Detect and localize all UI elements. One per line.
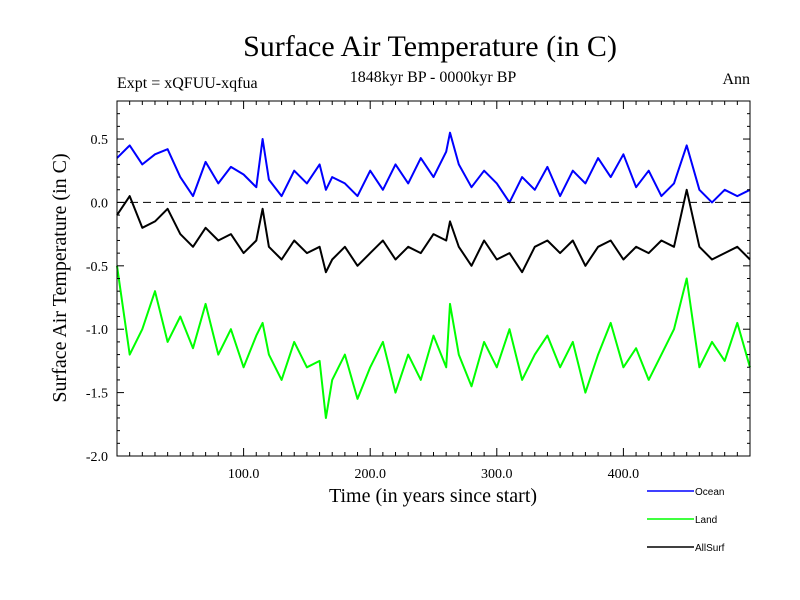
x-tick-label: 200.0	[354, 467, 386, 482]
series-line-ocean	[116, 131, 751, 204]
y-tick-label: -2.0	[86, 450, 108, 465]
chart-subtitle: 1848kyr BP - 0000kyr BP	[350, 69, 517, 86]
series-line-land	[116, 265, 751, 419]
y-tick-label: 0.5	[91, 133, 109, 148]
y-tick-label: -1.0	[86, 323, 108, 338]
series-lines	[116, 131, 751, 419]
legend-label-ocean: Ocean	[695, 487, 724, 498]
x-tick-label: 400.0	[608, 467, 640, 482]
y-tick-label: 0.0	[91, 196, 109, 211]
series-line-allsurf	[116, 188, 751, 274]
y-axis: 0.5 0.0 -0.5 -1.0 -1.5 -2.0	[86, 113, 750, 465]
y-tick-label: -1.5	[86, 387, 108, 402]
plot-frame	[116, 100, 751, 457]
x-axis-label: Time (in years since start)	[329, 485, 537, 507]
legend: Ocean Land AllSurf	[647, 487, 725, 554]
legend-label-land: Land	[695, 515, 717, 526]
x-axis: 100.0 200.0 300.0 400.0	[129, 101, 738, 482]
x-tick-label: 100.0	[228, 467, 260, 482]
experiment-label: Expt = xQFUU-xqfua	[117, 75, 258, 92]
season-label: Ann	[722, 71, 750, 88]
x-tick-label: 300.0	[481, 467, 513, 482]
legend-label-allsurf: AllSurf	[695, 543, 725, 554]
chart-title: Surface Air Temperature (in C)	[243, 30, 617, 63]
y-axis-label: Surface Air Temperature (in C)	[49, 153, 71, 402]
y-tick-label: -0.5	[86, 260, 108, 275]
